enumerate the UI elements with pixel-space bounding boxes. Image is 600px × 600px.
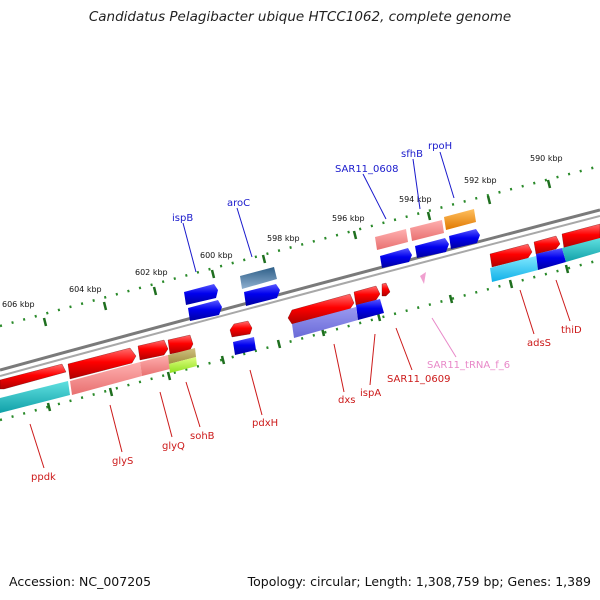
gene-ispA-cds: [353, 285, 381, 306]
tick-label-594: 594 kbp: [399, 195, 432, 204]
gene-label-aroC: aroC: [227, 198, 250, 209]
gene-glyS-cds: [67, 347, 137, 380]
gene-label-glyQ: glyQ: [162, 441, 185, 452]
gene-glyQ-cds: [137, 339, 169, 361]
tick-label-598: 598 kbp: [267, 234, 300, 243]
gene-ispA-band: [356, 299, 384, 320]
gene-sohB-band-a: [168, 348, 196, 364]
forward-secondary: [0, 238, 600, 413]
ruler-major-ticks: [42, 179, 570, 412]
gene-label-SAR11_tRNA_f_6: SAR11_tRNA_f_6: [427, 360, 510, 371]
gene-adsS-band: [490, 256, 538, 282]
gene-SAR11_0609-cds: [381, 282, 391, 297]
gene-label-ispA: ispA: [360, 388, 381, 399]
gene-label-adsS: adsS: [527, 338, 551, 349]
gene-label-rpoH: rpoH: [428, 141, 452, 152]
tick-label-592: 592 kbp: [464, 176, 497, 185]
gene-SAR11_tRNA_f_6-mark: [420, 272, 426, 284]
gene-adsS-cds: [489, 243, 533, 268]
gene-dxs-band: [292, 307, 358, 338]
gene-label-glyS: glyS: [112, 456, 133, 467]
ruler-upper: [0, 164, 600, 328]
gene-sohB-band-b: [169, 357, 197, 373]
label-leaders: [29, 151, 571, 469]
tick-label-590: 590 kbp: [530, 154, 563, 163]
gene-rpoH-cds: [449, 229, 480, 249]
backbone-line: [0, 215, 600, 377]
accession-text: Accession: NC_007205: [9, 574, 152, 589]
gene-ispB-cds-b: [188, 300, 222, 321]
tick-label-602: 602 kbp: [135, 268, 168, 277]
forward-features: [0, 223, 600, 390]
gene-aroC-band: [240, 267, 277, 289]
gene-ppdk-cds: [0, 363, 67, 390]
gene-label-dxs: dxs: [338, 395, 355, 406]
gene-label-ispB: ispB: [172, 213, 193, 224]
gene-label-pdxH: pdxH: [252, 418, 278, 429]
gene-label-ppdk: ppdk: [31, 472, 56, 483]
tick-label-604: 604 kbp: [69, 285, 102, 294]
gene-glyQ-band: [140, 355, 170, 376]
gene-thiD-cds: [533, 235, 561, 255]
gene-SAR11_0608-cds: [380, 248, 412, 268]
gene-glyS-band: [70, 362, 142, 395]
tick-label-600: 600 kbp: [200, 251, 233, 260]
genome-summary-text: Topology: circular; Length: 1,308,759 bp…: [247, 574, 591, 589]
backbone-line: [0, 208, 600, 372]
gene-label-thiD: thiD: [561, 325, 582, 336]
tick-label-596: 596 kbp: [332, 214, 365, 223]
map-title: Candidatus Pelagibacter ubique HTCC1062,…: [88, 9, 512, 25]
gene-sohB-cds: [167, 334, 194, 355]
gene-pdxH-band: [233, 337, 256, 355]
gene-right-band: [562, 238, 600, 262]
gene-label-SAR11_0608: SAR11_0608: [335, 164, 399, 175]
gene-sfhB-cds: [415, 238, 449, 258]
gene-pdxH-cds: [229, 320, 253, 338]
upper-features: [184, 209, 480, 355]
gene-sfhB-band: [410, 220, 444, 241]
gene-ppdk-band: [0, 381, 70, 413]
tick-label-606: 606 kbp: [2, 300, 35, 309]
gene-aroC-cds: [244, 284, 280, 306]
gene-ispB-cds-a: [184, 284, 218, 305]
gene-label-sohB: sohB: [190, 431, 215, 442]
gene-label-sfhB: sfhB: [401, 149, 423, 160]
gene-label-SAR11_0609: SAR11_0609: [387, 374, 451, 385]
gene-SAR11_0608-band: [375, 229, 408, 250]
gene-rpoH-band: [444, 209, 476, 230]
gene-thiD-band: [536, 248, 566, 270]
